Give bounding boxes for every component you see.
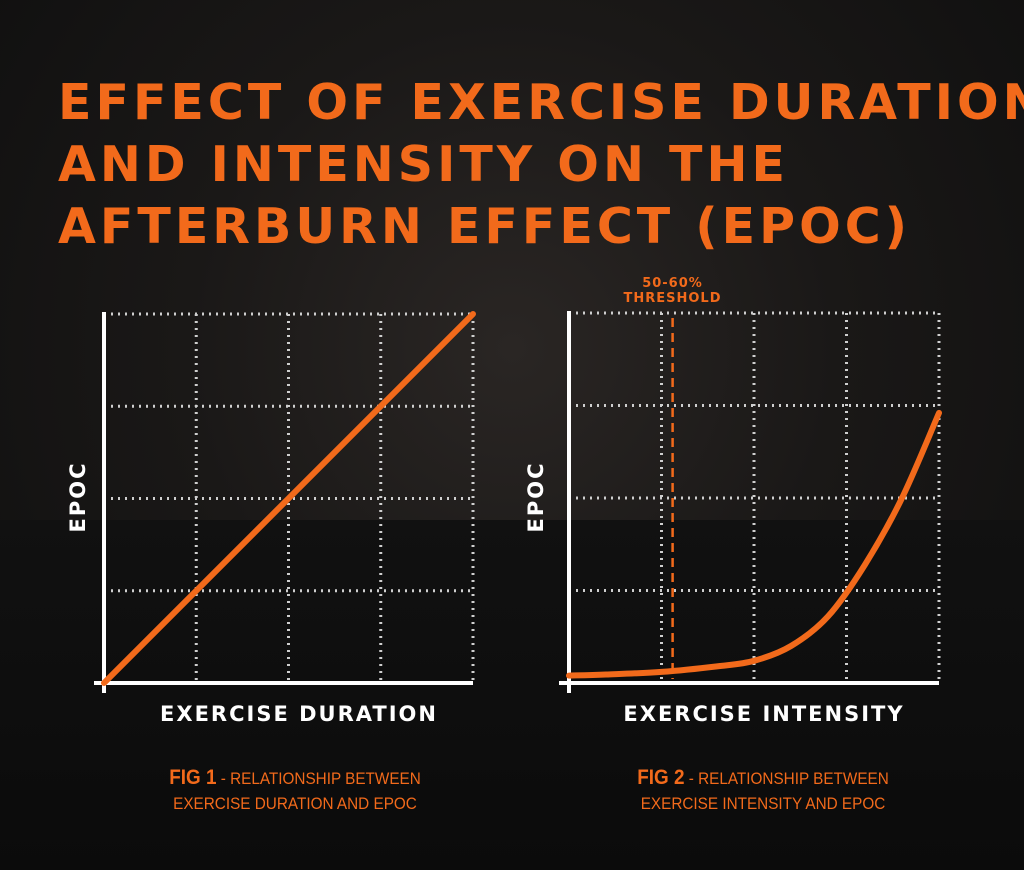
fig2-series-line — [566, 409, 942, 679]
fig1-series-line — [101, 311, 476, 686]
fig2-number: FIG 2 — [637, 766, 685, 789]
fig2-x-axis-label: EXERCISE INTENSITY — [623, 702, 905, 726]
caption-text: - RELATIONSHIP BETWEEN — [688, 769, 889, 788]
title-line: EFFECT OF EXERCISE DURATION — [58, 74, 1024, 131]
caption-text: EXERCISE DURATION AND EPOC — [173, 794, 417, 813]
caption-text: EXERCISE INTENSITY AND EPOC — [640, 794, 886, 813]
title-line: AFTERBURN EFFECT (EPOC) — [58, 198, 912, 255]
fig1-caption: FIG 1 - RELATIONSHIP BETWEEN EXERCISE DU… — [129, 765, 462, 816]
caption-text: - RELATIONSHIP BETWEEN — [220, 769, 421, 788]
threshold-label-line: 50-60% — [642, 276, 703, 291]
fig1-number: FIG 1 — [169, 766, 217, 789]
threshold-label-line: THRESHOLD — [623, 291, 722, 306]
title-line: AND INTENSITY ON THE — [58, 136, 789, 193]
threshold-label: 50-60% THRESHOLD — [610, 276, 735, 306]
fig2-y-axis-label: EPOC — [524, 461, 548, 533]
infographic-title: EFFECT OF EXERCISE DURATION AND INTENSIT… — [58, 72, 1024, 258]
fig2-caption: FIG 2 - RELATIONSHIP BETWEEN EXERCISE IN… — [597, 765, 930, 816]
fig1-y-axis-label: EPOC — [66, 461, 90, 533]
fig1-x-axis-label: EXERCISE DURATION — [160, 702, 438, 726]
